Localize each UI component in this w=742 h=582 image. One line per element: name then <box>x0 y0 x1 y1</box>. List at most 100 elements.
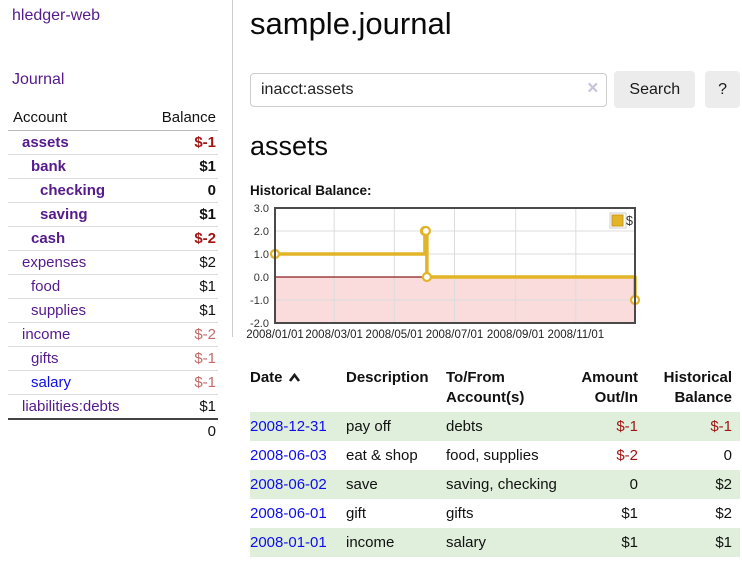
y-tick-label: 2.0 <box>254 226 269 238</box>
transaction-amount: $1 <box>621 505 638 522</box>
transaction-date-link[interactable]: 2008-06-03 <box>250 447 327 464</box>
transaction-date-link[interactable]: 2008-06-01 <box>250 505 327 522</box>
y-tick-label: -1.0 <box>250 295 269 307</box>
transaction-description: eat & shop <box>346 447 418 464</box>
accounts-total-row: 0 <box>8 418 218 443</box>
transaction-date-link[interactable]: 2008-01-01 <box>250 534 327 551</box>
accounts-total-value: 0 <box>144 418 218 443</box>
transaction-accounts: gifts <box>446 505 474 522</box>
transaction-description: pay off <box>346 418 391 435</box>
register-col-date[interactable]: Date <box>250 364 346 412</box>
transaction-balance: $1 <box>715 534 732 551</box>
account-balance: $1 <box>144 298 218 323</box>
account-row: supplies $1 <box>8 298 218 323</box>
x-tick-label: 2008/03/01 <box>305 329 363 341</box>
account-balance: $2 <box>144 250 218 275</box>
account-row: saving $1 <box>8 202 218 227</box>
account-link-saving[interactable]: saving <box>40 206 88 223</box>
account-link-salary[interactable]: salary <box>31 374 72 391</box>
account-row: cash $-2 <box>8 226 218 251</box>
main-content: sample.journal × Search ? assets Histori… <box>233 0 742 557</box>
x-tick-label: 2008/05/01 <box>366 329 424 341</box>
clear-search-icon[interactable]: × <box>587 77 599 99</box>
register-table: Date Description To/From Account(s) Amou… <box>250 364 740 557</box>
account-row: liabilities:debts $1 <box>8 395 218 420</box>
transaction-date-link[interactable]: 2008-12-31 <box>250 418 327 435</box>
transaction-amount: $1 <box>621 534 638 551</box>
account-balance: $-1 <box>144 130 218 155</box>
account-balance: $-1 <box>144 370 218 395</box>
x-tick-label: 2008/09/01 <box>487 329 545 341</box>
transaction-description: gift <box>346 505 367 522</box>
register-col-balance: Historical Balance <box>663 369 732 406</box>
account-link-bank[interactable]: bank <box>31 158 67 175</box>
account-link-gifts[interactable]: gifts <box>31 350 59 367</box>
transaction-accounts: saving, checking <box>446 476 557 493</box>
account-row: food $1 <box>8 274 218 299</box>
accounts-table: Account Balance assets $-1 bank $1 check… <box>8 106 218 443</box>
account-heading: assets <box>250 131 329 161</box>
account-row: income $-2 <box>8 322 218 347</box>
legend-label: $ <box>626 214 633 228</box>
sidebar-item-journal[interactable]: Journal <box>12 71 65 88</box>
sort-asc-icon <box>288 369 301 389</box>
register-col-accounts: To/From Account(s) <box>446 369 525 406</box>
transaction-accounts: salary <box>446 534 487 551</box>
page-title: sample.journal <box>250 6 452 41</box>
account-link-liabilities-debts[interactable]: liabilities:debts <box>22 398 120 415</box>
transaction-amount: 0 <box>629 476 638 493</box>
transaction-amount: $-1 <box>616 418 638 435</box>
account-link-expenses[interactable]: expenses <box>22 254 87 271</box>
account-balance: $-2 <box>144 322 218 347</box>
y-tick-label: 0.0 <box>254 272 269 284</box>
app-brand-link[interactable]: hledger-web <box>12 7 101 24</box>
transaction-description: income <box>346 534 395 551</box>
account-row: bank $1 <box>8 154 218 179</box>
x-tick-label: 2008/11/01 <box>547 329 604 341</box>
help-button[interactable]: ? <box>705 71 740 108</box>
account-balance: $1 <box>144 154 218 179</box>
x-tick-label: 2008/01/01 <box>246 329 304 341</box>
register-col-amount: Amount Out/In <box>581 369 638 406</box>
account-link-assets[interactable]: assets <box>22 134 69 151</box>
account-row: gifts $-1 <box>8 346 218 371</box>
transaction-amount: $-2 <box>616 447 638 464</box>
account-link-income[interactable]: income <box>22 326 71 343</box>
account-balance: $-2 <box>144 226 218 251</box>
account-balance: $1 <box>199 398 216 415</box>
transaction-accounts: food, supplies <box>446 447 539 464</box>
register-row: 2008-12-31 pay off debts $-1 $-1 <box>250 412 740 441</box>
search-button[interactable]: Search <box>614 71 696 108</box>
account-row: salary $-1 <box>8 370 218 395</box>
account-balance: $1 <box>144 202 218 227</box>
transaction-balance: $2 <box>715 505 732 522</box>
y-tick-label: -2.0 <box>250 318 269 330</box>
y-tick-label: 1.0 <box>254 249 269 261</box>
register-col-description: Description <box>346 369 429 386</box>
account-row: assets $-1 <box>8 130 218 155</box>
register-row: 2008-01-01 income salary $1 $1 <box>250 528 740 557</box>
register-row: 2008-06-01 gift gifts $1 $2 <box>250 499 740 528</box>
legend-swatch <box>611 214 624 227</box>
x-tick-label: 2008/07/01 <box>426 329 484 341</box>
account-link-cash[interactable]: cash <box>31 230 66 247</box>
transaction-accounts: debts <box>446 418 483 435</box>
account-link-checking[interactable]: checking <box>40 182 106 199</box>
account-row: expenses $2 <box>8 250 218 275</box>
transaction-balance: 0 <box>723 447 732 464</box>
account-link-food[interactable]: food <box>31 278 61 295</box>
account-balance: 0 <box>144 178 218 203</box>
chart-title: Historical Balance: <box>250 183 372 198</box>
search-input[interactable] <box>250 72 608 107</box>
accounts-col-header: Account <box>8 106 145 131</box>
search-form: × Search ? <box>250 71 740 108</box>
account-balance: $1 <box>144 274 218 299</box>
y-tick-label: 3.0 <box>254 203 269 215</box>
transaction-description: save <box>346 476 378 493</box>
account-balance: $-1 <box>144 346 218 371</box>
account-row: checking 0 <box>8 178 218 203</box>
transaction-date-link[interactable]: 2008-06-02 <box>250 476 327 493</box>
balance-col-header: Balance <box>144 106 218 131</box>
account-link-supplies[interactable]: supplies <box>31 302 87 319</box>
